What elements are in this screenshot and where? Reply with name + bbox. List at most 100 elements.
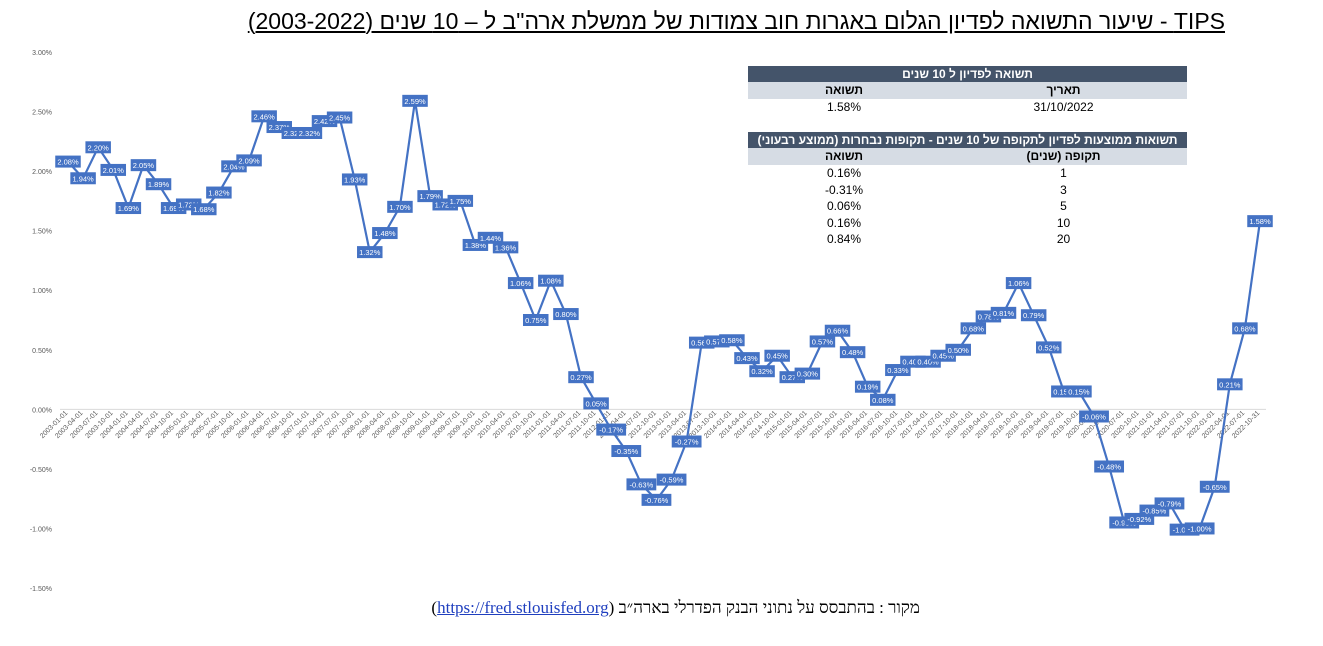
data-label-box xyxy=(626,478,657,491)
data-label: 1.32% xyxy=(357,246,383,259)
data-label-box xyxy=(296,126,323,139)
data-label-text: 0.50% xyxy=(948,346,970,355)
data-label-text: 1.44% xyxy=(480,234,502,243)
data-label-text: 0.27% xyxy=(782,373,804,382)
data-label: -0.27% xyxy=(671,435,702,448)
period: 10 xyxy=(1056,215,1071,230)
data-label-text: 0.80% xyxy=(555,310,577,319)
data-label-text: -0.85% xyxy=(1142,507,1166,516)
data-label-text: 0.57% xyxy=(706,337,728,346)
data-label-text: -0.76% xyxy=(645,496,669,505)
data-label-box xyxy=(1199,480,1230,493)
data-label-text: -1.00% xyxy=(1188,524,1212,533)
data-label-box xyxy=(553,308,579,321)
data-label-text: 0.40% xyxy=(902,358,924,367)
data-label-box xyxy=(477,231,504,244)
data-label-box xyxy=(130,159,157,172)
data-label: 2.32% xyxy=(281,126,308,139)
data-label-box xyxy=(749,365,775,378)
data-label-text: 2.45% xyxy=(329,114,351,123)
data-label: 0.58% xyxy=(719,334,745,347)
data-label: 1.06% xyxy=(507,277,534,290)
col-period: תקופה (שנים) xyxy=(1026,149,1101,163)
average-yield-table: תשואות ממוצעות לפדיון לתקופה של 10 שנים … xyxy=(748,132,1187,248)
data-label-box xyxy=(206,186,232,199)
data-label-text: 0.32% xyxy=(751,367,773,376)
data-label: 0.75% xyxy=(522,314,549,326)
y-tick-label: 2.00% xyxy=(32,169,52,176)
data-label-text: 1.79% xyxy=(419,192,441,201)
y-tick-label: 2.50% xyxy=(32,110,52,117)
data-label-text: -1.01% xyxy=(1173,526,1197,535)
data-label: 0.57% xyxy=(809,335,836,348)
data-label-text: 1.72% xyxy=(435,200,457,209)
source-link[interactable]: https://fred.stlouisfed.org xyxy=(437,598,609,617)
data-label-text: 0.68% xyxy=(963,324,985,333)
data-label-text: 1.89% xyxy=(148,180,170,189)
data-label-text: -0.06% xyxy=(1082,412,1106,421)
average-yield-column-headers: תקופה (שנים) תשואה xyxy=(748,148,1187,165)
current-yield-table: תשואה לפדיון ל 10 שנים תאריך תשואה 31/10… xyxy=(748,66,1187,116)
data-label-box xyxy=(115,202,142,215)
data-label: 0.30% xyxy=(794,367,821,380)
data-label: 2.20% xyxy=(85,141,111,154)
data-label: 0.43% xyxy=(734,352,760,365)
data-label-box xyxy=(507,277,534,290)
data-label-text: 0.27% xyxy=(570,373,592,382)
data-label-box xyxy=(357,246,383,259)
data-label-text: 2.09% xyxy=(238,156,260,165)
avg-yield: 0.16% xyxy=(826,166,862,180)
data-label: 1.82% xyxy=(206,186,232,199)
data-label-text: 1.68% xyxy=(193,205,215,214)
data-label: 0.52% xyxy=(1036,341,1062,354)
data-label: 0.79% xyxy=(1020,309,1047,322)
data-label-text: -0.63% xyxy=(629,480,653,489)
data-label: 1.36% xyxy=(492,241,519,254)
data-label-box xyxy=(945,343,971,356)
data-label-box xyxy=(1154,497,1185,510)
data-label-text: 1.69% xyxy=(163,204,185,213)
data-label-text: -0.17% xyxy=(599,426,623,435)
data-label: 0.68% xyxy=(960,322,987,335)
data-label: 2.05% xyxy=(130,159,157,172)
data-label-box xyxy=(538,274,564,287)
data-label-text: -0.95% xyxy=(1112,518,1136,527)
data-label: -0.48% xyxy=(1094,460,1125,473)
data-label-text: 0.79% xyxy=(1023,311,1045,320)
data-label: 0.21% xyxy=(1217,378,1243,391)
data-label-text: 0.43% xyxy=(736,354,758,363)
data-label-text: 1.69% xyxy=(118,204,140,213)
data-label: 1.08% xyxy=(538,274,564,287)
data-label-box xyxy=(55,155,81,168)
data-label: 0.19% xyxy=(854,380,881,393)
x-axis: 2003-01-012003-04-012003-07-012003-10-01… xyxy=(39,410,1261,440)
data-label-box xyxy=(870,393,896,406)
data-label-box xyxy=(387,200,413,213)
data-label-box xyxy=(596,423,627,436)
current-date: 31/10/2022 xyxy=(1033,100,1094,114)
data-label-box xyxy=(1247,215,1273,228)
data-label-box xyxy=(447,194,474,207)
data-label: -0.17% xyxy=(596,423,627,436)
period: 3 xyxy=(1060,182,1067,197)
data-label-box xyxy=(1020,309,1047,322)
data-label: -0.79% xyxy=(1154,497,1185,510)
data-label: 1.75% xyxy=(447,194,474,207)
data-label-box xyxy=(641,493,672,506)
data-label-text: -0.59% xyxy=(660,476,684,485)
data-label: 0.08% xyxy=(870,393,896,406)
chart-title: TIPS - שיעור התשואה לפדיון הגלום באגרות … xyxy=(247,8,1225,34)
data-label-box xyxy=(402,94,428,107)
data-label-text: 1.06% xyxy=(510,279,532,288)
data-label-text: 1.82% xyxy=(208,189,230,198)
data-label: 1.44% xyxy=(477,231,504,244)
source-suffix: ) xyxy=(431,598,438,617)
table-row: 3 -0.31% xyxy=(748,182,1187,199)
period: 1 xyxy=(1060,166,1067,180)
data-label: 1.06% xyxy=(1005,277,1032,290)
data-label-text: -0.65% xyxy=(1203,483,1227,492)
data-label: 0.45% xyxy=(764,349,790,362)
data-label-box xyxy=(522,314,549,326)
data-label: 1.68% xyxy=(191,203,217,216)
data-label-text: 0.40% xyxy=(917,358,939,367)
